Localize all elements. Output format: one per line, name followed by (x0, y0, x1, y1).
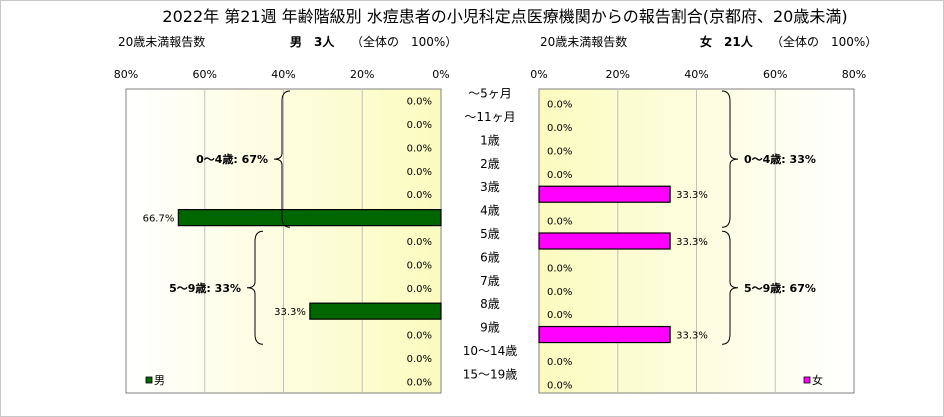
female-value-label: 0.0% (547, 170, 572, 181)
female-value-label: 33.3% (676, 190, 708, 201)
left-x-tick-label: 20% (350, 68, 374, 81)
male-age-group-label: 5～9歳: 33% (169, 281, 241, 295)
male-value-label: 33.3% (274, 307, 306, 318)
male-value-label: 0.0% (407, 167, 432, 178)
female-age-group-brace (721, 230, 739, 345)
male-value-label: 0.0% (407, 331, 432, 342)
right-header: 20歳未満報告数 女 21人 （全体の 100%） (540, 34, 877, 49)
age-category-label: 6歳 (480, 250, 500, 264)
female-value-label: 0.0% (547, 146, 572, 157)
female-legend-label: 女 (812, 373, 823, 387)
right-x-tick-label: 40% (684, 68, 708, 81)
right-x-tick-label: 0% (530, 68, 547, 81)
male-value-label: 66.7% (143, 214, 175, 225)
age-category-label: 3歳 (480, 180, 500, 194)
male-value-label: 0.0% (407, 120, 432, 131)
chart-title: 2022年 第21週 年齢階級別 水痘患者の小児科定点医療機関からの報告割合(京… (162, 7, 847, 26)
age-category-label: ～5ヶ月 (468, 87, 512, 101)
age-category-label: 9歳 (480, 321, 500, 335)
age-category-label: 1歳 (480, 133, 500, 147)
male-legend-label: 男 (154, 374, 165, 387)
female-value-label: 0.0% (547, 357, 572, 368)
female-value-label: 33.3% (676, 331, 708, 342)
age-category-label: ～11ヶ月 (464, 110, 515, 124)
female-value-label: 0.0% (547, 263, 572, 274)
male-value-label: 0.0% (407, 377, 432, 388)
male-age-group-brace (273, 90, 291, 228)
female-age-group-label: 0～4歳: 33% (744, 152, 816, 166)
male-bar (309, 302, 442, 320)
female-value-label: 0.0% (547, 123, 572, 134)
age-category-label: 4歳 (480, 204, 500, 218)
male-value-label: 0.0% (407, 284, 432, 295)
female-value-label: 0.0% (547, 217, 572, 228)
left-x-tick-label: 40% (271, 68, 295, 81)
female-value-label: 0.0% (547, 310, 572, 321)
female-value-label: 33.3% (676, 237, 708, 248)
male-value-label: 0.0% (407, 190, 432, 201)
left-header-count: 男 3人 (290, 34, 335, 49)
female-age-group-label: 5～9歳: 67% (744, 281, 816, 295)
male-age-group-label: 0～4歳: 67% (196, 152, 268, 166)
age-category-label: 10～14歳 (463, 344, 518, 358)
male-value-label: 0.0% (407, 260, 432, 271)
female-value-label: 0.0% (547, 100, 572, 111)
right-x-tick-label: 80% (842, 68, 866, 81)
left-header: 20歳未満報告数 男 3人 （全体の 100%） (118, 34, 457, 49)
male-value-label: 0.0% (407, 143, 432, 154)
female-value-label: 0.0% (547, 287, 572, 298)
right-x-tick-label: 20% (606, 68, 630, 81)
female-bar (538, 232, 671, 250)
left-x-tick-label: 80% (114, 68, 138, 81)
left-header-total: （全体の 100%） (351, 34, 457, 49)
right-x-tick-label: 60% (763, 68, 787, 81)
female-bar (538, 185, 671, 203)
age-category-label: 8歳 (480, 297, 500, 311)
right-header-count: 女 21人 (700, 34, 754, 49)
female-legend-swatch (803, 376, 811, 384)
age-category-label: 15～19歳 (463, 367, 518, 381)
age-category-label: 7歳 (480, 274, 500, 288)
female-age-group-brace (721, 90, 739, 228)
right-header-label: 20歳未満報告数 (540, 34, 627, 49)
male-legend-swatch (145, 376, 153, 384)
male-value-label: 0.0% (407, 354, 432, 365)
left-x-tick-label: 60% (193, 68, 217, 81)
left-x-tick-label: 0% (432, 68, 449, 81)
male-value-label: 0.0% (407, 97, 432, 108)
male-bar (177, 209, 442, 227)
age-category-label: 2歳 (480, 157, 500, 171)
female-value-label: 0.0% (547, 380, 572, 391)
left-header-label: 20歳未満報告数 (118, 34, 205, 49)
right-header-total: （全体の 100%） (771, 34, 877, 49)
female-bar (538, 325, 671, 344)
age-category-label: 5歳 (480, 227, 500, 241)
male-age-group-brace (246, 230, 264, 345)
male-value-label: 0.0% (407, 237, 432, 248)
